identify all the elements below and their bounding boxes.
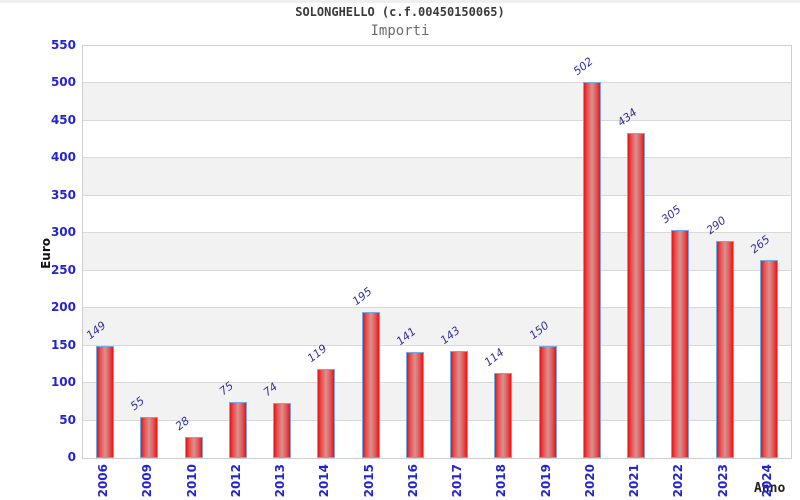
- bar: [405, 352, 424, 458]
- y-tick-label: 300: [50, 225, 76, 240]
- x-tick-label: 2020: [582, 464, 597, 498]
- y-tick-label: 0: [67, 450, 76, 464]
- bar: [450, 350, 469, 458]
- x-axis-title: Anno: [754, 481, 786, 496]
- x-tick-label: 2018: [494, 464, 509, 498]
- x-tick-label: 2006: [96, 464, 111, 498]
- y-tick-label: 550: [50, 38, 76, 52]
- y-tick-label: 250: [50, 262, 76, 277]
- x-tick-label: 2023: [715, 464, 730, 498]
- bar: [184, 437, 203, 458]
- grid-band: [83, 158, 791, 196]
- bar: [582, 81, 601, 458]
- x-tick-label: 2010: [184, 464, 199, 498]
- plot-area: 149 55 28 75 74 119 195 141 143 114 150 502 434 305 29…: [82, 45, 792, 459]
- y-tick-label: 50: [59, 412, 76, 427]
- gridline: [83, 232, 791, 234]
- gridline: [83, 307, 791, 309]
- x-tick-label: 2021: [627, 464, 642, 498]
- x-tick-label: 2024: [759, 464, 774, 498]
- bar: [494, 372, 513, 458]
- x-tick-label: 2013: [273, 464, 288, 498]
- bar: [759, 259, 778, 458]
- bar: [715, 240, 734, 458]
- top-border-strip: [0, 0, 800, 3]
- x-tick-label: 2015: [361, 464, 376, 498]
- gridline: [83, 82, 791, 84]
- y-tick-label: 500: [50, 75, 76, 90]
- gridline: [83, 419, 791, 421]
- y-tick-label: 100: [50, 375, 76, 390]
- y-tick-label: 400: [50, 150, 76, 165]
- grid-band: [83, 83, 791, 121]
- y-tick-label: 200: [50, 300, 76, 315]
- y-tick-label: 150: [50, 337, 76, 352]
- y-tick-label: 450: [50, 112, 76, 127]
- bar: [361, 311, 380, 458]
- bar: [317, 368, 336, 458]
- x-tick-label: 2017: [450, 464, 465, 498]
- bar: [140, 416, 159, 458]
- bar: [671, 229, 690, 458]
- bar: [273, 402, 292, 458]
- x-tick-label: 2012: [228, 464, 243, 498]
- bar: [627, 132, 646, 458]
- gridline: [83, 344, 791, 346]
- x-tick-label: 2009: [140, 464, 155, 498]
- gridline: [83, 382, 791, 384]
- x-tick-label: 2014: [317, 464, 332, 498]
- grid-band: [83, 195, 791, 234]
- x-tick-label: 2016: [405, 464, 420, 498]
- gridline: [83, 194, 791, 196]
- grid-band: [83, 120, 791, 159]
- gridline: [83, 157, 791, 159]
- gridline: [83, 119, 791, 121]
- y-tick-label: 350: [50, 187, 76, 202]
- x-tick-label: 2019: [538, 464, 553, 498]
- grid-band: [83, 46, 791, 84]
- x-tick-label: 2022: [671, 464, 686, 498]
- bar: [538, 345, 557, 458]
- gridline: [83, 269, 791, 271]
- chart-title: SOLONGHELLO (c.f.00450150065): [295, 5, 505, 19]
- bar: [228, 401, 247, 458]
- bar: [96, 346, 115, 458]
- chart-subtitle: Importi: [370, 23, 430, 39]
